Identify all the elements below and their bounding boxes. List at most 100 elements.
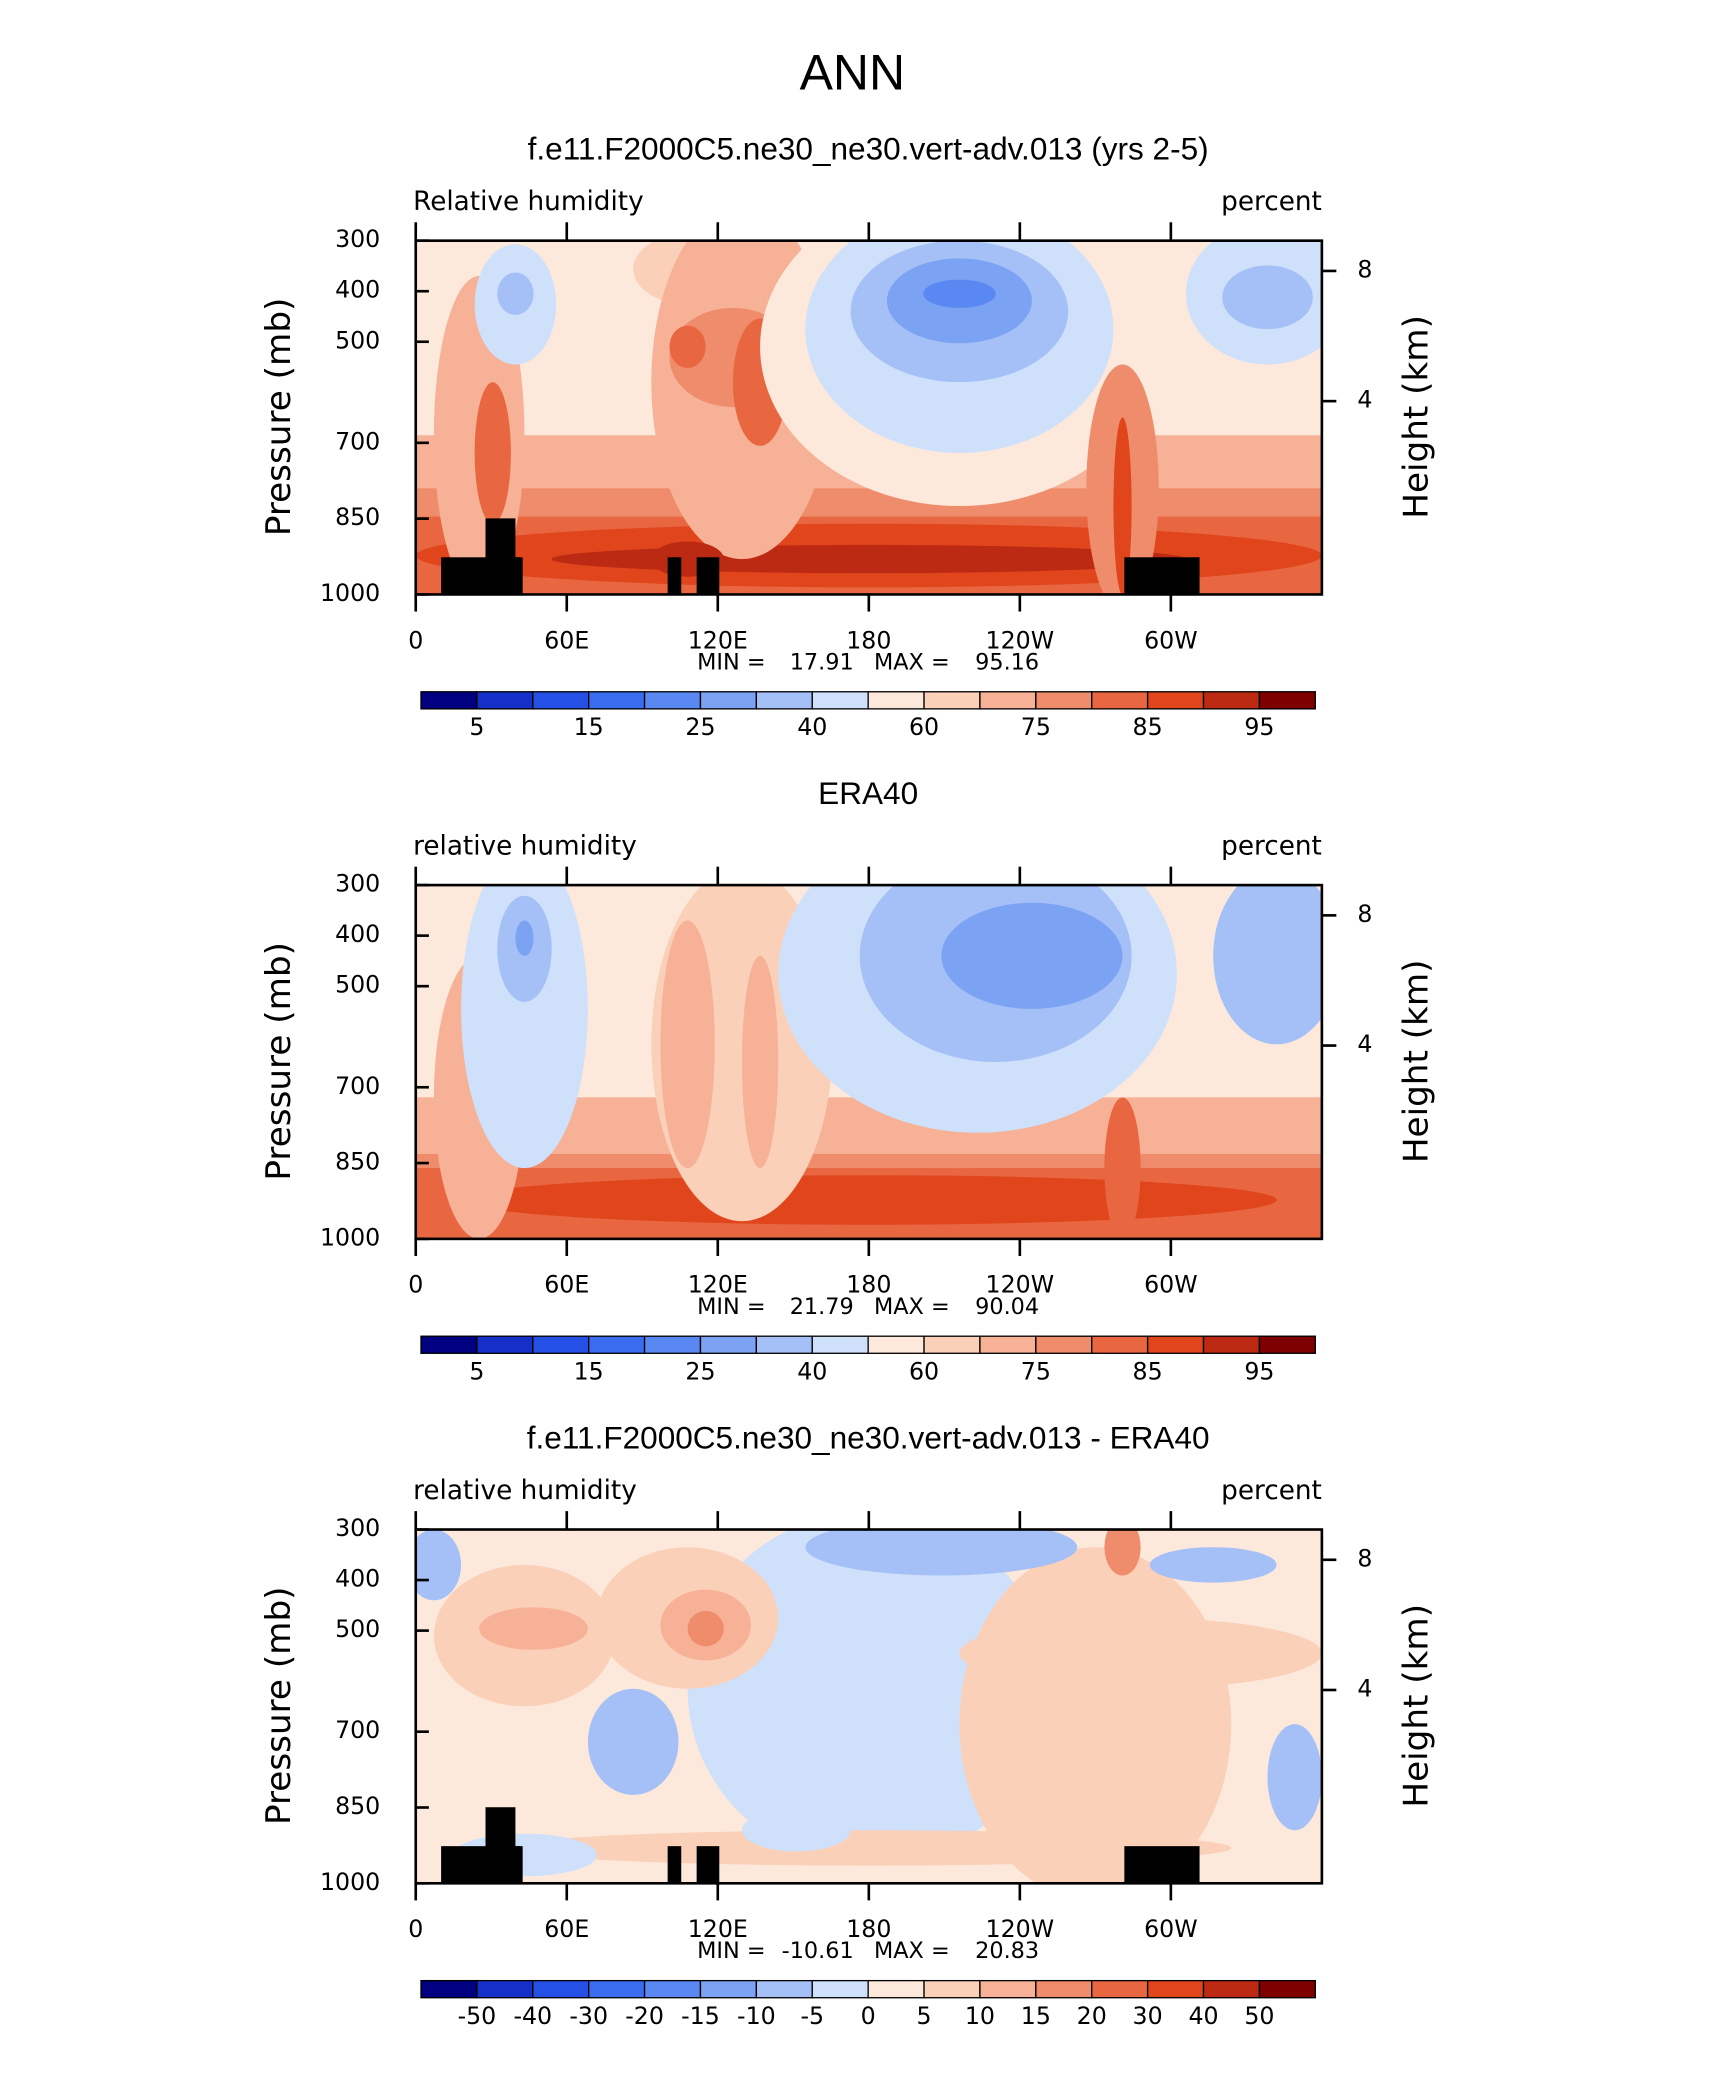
colorbar-box <box>811 1979 869 1999</box>
x-tick-label: 60W <box>1144 1271 1198 1299</box>
colorbar-label: 60 <box>909 713 939 741</box>
colorbar-label: 15 <box>1021 2002 1051 2030</box>
colorbar-box <box>1035 1335 1093 1354</box>
variable-label: relative humidity <box>413 831 637 861</box>
colorbar-box <box>1202 1335 1261 1354</box>
y2-tick-label: 4 <box>1357 386 1372 414</box>
colorbar-label: 95 <box>1244 1358 1274 1386</box>
panel: f.e11.F2000C5.ne30_ne30.vert-adv.013 (yr… <box>259 131 1437 742</box>
topography <box>515 557 520 595</box>
contour-region <box>1104 1097 1141 1239</box>
contour-region <box>1113 417 1132 595</box>
variable-label: Relative humidity <box>413 187 644 217</box>
colorbar-box <box>811 1335 869 1354</box>
max-label: MAX = <box>874 1938 950 1964</box>
colorbar-box <box>643 1335 702 1354</box>
contour-region <box>461 1175 1277 1225</box>
topography <box>667 557 682 595</box>
topography <box>485 1807 516 1884</box>
y-tick-label: 700 <box>335 1072 380 1100</box>
x-tick-label: 120W <box>986 1271 1055 1299</box>
y-axis-title: Pressure (mb) <box>259 1586 299 1825</box>
colorbar-label: 40 <box>797 713 827 741</box>
variable-label: relative humidity <box>413 1476 637 1506</box>
min-value: 21.79 <box>790 1294 854 1320</box>
contour-region <box>474 382 511 524</box>
panel-title: f.e11.F2000C5.ne30_ne30.vert-adv.013 - E… <box>527 1419 1210 1455</box>
colorbar-label: -5 <box>800 2002 824 2030</box>
panel-title: ERA40 <box>818 775 918 811</box>
max-value: 90.04 <box>975 1294 1039 1320</box>
contour-region <box>660 920 715 1169</box>
y2-tick-label: 8 <box>1357 900 1372 928</box>
units-label: percent <box>1221 831 1322 861</box>
y-axis-title: Pressure (mb) <box>259 298 299 537</box>
x-tick-label: 60E <box>544 1915 589 1943</box>
y-tick-label: 700 <box>335 427 380 455</box>
topography <box>696 1846 720 1884</box>
colorbar-label: 30 <box>1133 2002 1163 2030</box>
contour-field <box>415 885 1322 1239</box>
colorbar-box <box>532 691 590 710</box>
y-tick-label: 300 <box>335 225 380 253</box>
y2-axis-title: Height (km) <box>1396 1604 1436 1808</box>
x-tick-label: 60W <box>1144 1915 1198 1943</box>
colorbar-box <box>755 691 813 710</box>
y-tick-label: 500 <box>335 326 380 354</box>
colorbar-box <box>1091 1979 1149 1999</box>
contour-region <box>587 1688 679 1795</box>
x-tick-label: 60E <box>544 1271 589 1299</box>
contour-region <box>479 1607 588 1650</box>
colorbar-box <box>699 1979 758 1999</box>
colorbar-box <box>1091 1335 1149 1354</box>
colorbar-box <box>923 691 981 710</box>
x-tick-label: 120W <box>986 1915 1055 1943</box>
y-axis-title: Pressure (mb) <box>259 942 299 1181</box>
x-tick-label: 0 <box>408 1271 423 1299</box>
y-tick-label: 400 <box>335 276 380 304</box>
colorbar-box <box>420 1979 478 1999</box>
colorbar-box <box>532 1979 590 1999</box>
colorbar-box <box>1146 691 1205 710</box>
topography <box>696 557 720 595</box>
colorbar-box <box>979 691 1037 710</box>
colorbar-label: 85 <box>1133 1358 1163 1386</box>
colorbar-label: 5 <box>469 713 484 741</box>
colorbar-box <box>867 691 925 710</box>
contour-region <box>959 1617 1322 1689</box>
y-tick-label: 850 <box>335 1148 380 1176</box>
y2-axis-title: Height (km) <box>1396 960 1436 1164</box>
colorbar-label: 85 <box>1133 713 1163 741</box>
colorbar-box <box>420 1335 478 1354</box>
contour-region <box>497 272 534 315</box>
units-label: percent <box>1221 187 1322 217</box>
min-value: 17.91 <box>790 649 854 675</box>
main-title: ANN <box>800 44 906 100</box>
colorbar-label: 5 <box>917 2002 932 2030</box>
colorbar-label: 40 <box>797 1358 827 1386</box>
x-tick-label: 180 <box>846 1915 891 1943</box>
topography <box>667 1846 682 1884</box>
y-tick-label: 500 <box>335 1615 380 1643</box>
contour-field <box>415 240 1322 595</box>
colorbar-label: 75 <box>1021 1358 1051 1386</box>
y-tick-label: 850 <box>335 1792 380 1820</box>
panel-title: f.e11.F2000C5.ne30_ne30.vert-adv.013 (yr… <box>528 131 1209 167</box>
topography <box>1124 1846 1200 1884</box>
colorbar-label: -20 <box>625 2002 664 2030</box>
x-tick-label: 120E <box>688 1915 748 1943</box>
colorbar-box <box>1091 691 1149 710</box>
colorbar-label: 75 <box>1021 713 1051 741</box>
panel: ERA40 relative humidity percent Pressure (m… <box>259 775 1437 1386</box>
colorbar-box <box>476 691 534 710</box>
colorbar-box <box>811 691 869 710</box>
colorbar-box <box>979 1335 1037 1354</box>
colorbar-box <box>1202 691 1261 710</box>
contour-region <box>741 1600 960 1813</box>
y-tick-label: 700 <box>335 1716 380 1744</box>
colorbar-box <box>588 1979 646 1999</box>
topography <box>485 518 516 595</box>
colorbar-label: 40 <box>1188 2002 1218 2030</box>
y2-tick-label: 8 <box>1357 1544 1372 1572</box>
